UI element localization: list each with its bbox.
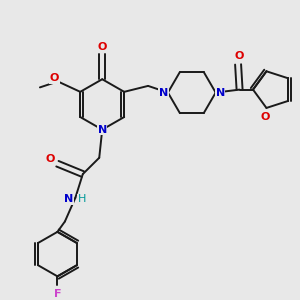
Text: N: N	[215, 88, 225, 98]
Text: N: N	[98, 124, 107, 135]
Text: O: O	[98, 42, 107, 52]
Text: O: O	[50, 74, 59, 83]
Text: N: N	[159, 88, 168, 98]
Text: O: O	[235, 51, 244, 61]
Text: H: H	[78, 194, 86, 204]
Text: F: F	[54, 289, 61, 298]
Text: O: O	[260, 112, 270, 122]
Text: O: O	[45, 154, 55, 164]
Text: N: N	[64, 194, 74, 204]
